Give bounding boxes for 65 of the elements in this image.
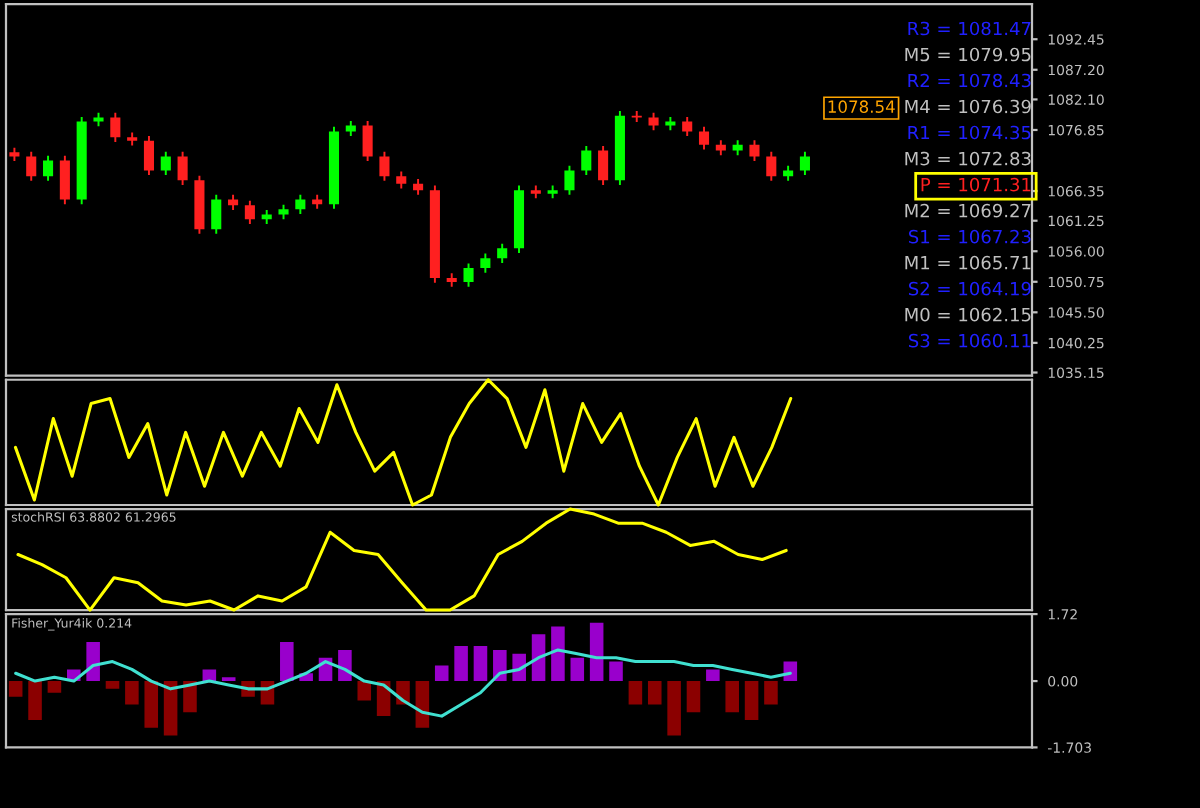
- candlestick: [160, 150, 171, 177]
- bar: [764, 681, 778, 705]
- candlestick: [480, 252, 491, 274]
- bar: [609, 661, 623, 682]
- candlestick: [463, 262, 474, 288]
- annotation: S2 = 1064.19: [908, 281, 1031, 296]
- candlestick: [799, 150, 810, 177]
- annotation: S3 = 1060.11: [908, 333, 1031, 348]
- candlestick: [379, 150, 390, 182]
- bar: [570, 657, 585, 682]
- bar: [47, 681, 62, 693]
- bar: [28, 681, 42, 721]
- candlestick: [143, 135, 155, 177]
- candlestick: [110, 111, 121, 143]
- annotation: M1 = 1065.71: [905, 255, 1031, 270]
- bar: [202, 669, 217, 682]
- candlestick: [59, 154, 70, 206]
- annotation: M0 = 1062.15: [905, 307, 1031, 322]
- bar: [706, 669, 720, 682]
- candlestick: [26, 150, 37, 182]
- annotation: M2 = 1069.27: [905, 203, 1031, 218]
- candlestick: [497, 242, 508, 264]
- bar: [551, 626, 565, 682]
- bar: [647, 681, 662, 705]
- annotation: S1 = 1067.23: [908, 229, 1031, 244]
- candlestick: [362, 119, 373, 163]
- bar: [589, 622, 604, 682]
- bar: [357, 681, 372, 701]
- annotation: M3 = 1072.83: [905, 151, 1031, 166]
- candlestick: [177, 150, 188, 186]
- bar: [8, 681, 23, 697]
- candlestick: [581, 144, 592, 177]
- candlestick: [766, 150, 777, 182]
- bar: [163, 681, 178, 736]
- annotation: P = 1071.31: [921, 177, 1031, 192]
- candlestick: [598, 144, 609, 186]
- candlestick: [211, 193, 222, 235]
- bar: [105, 681, 120, 689]
- bar: [473, 646, 488, 682]
- candlestick: [564, 164, 575, 196]
- annotation: R2 = 1078.43: [908, 73, 1031, 88]
- candlestick: [295, 193, 306, 215]
- bar: [667, 681, 681, 736]
- bar: [125, 681, 139, 705]
- bar: [144, 681, 159, 728]
- annotation: R1 = 1074.35: [908, 125, 1031, 140]
- candlestick: [749, 139, 760, 163]
- annotation: M5 = 1079.95: [905, 47, 1031, 62]
- bar: [86, 642, 100, 682]
- line-series: [14, 648, 792, 718]
- annotation: 1078.54: [828, 100, 895, 113]
- annotation: M4 = 1076.39: [905, 99, 1031, 114]
- bar: [434, 665, 449, 682]
- annotation: R3 = 1081.47: [908, 21, 1031, 36]
- bar: [415, 681, 430, 728]
- candlestick: [43, 154, 54, 182]
- bar: [725, 681, 739, 713]
- bar: [454, 646, 468, 682]
- bar: [628, 681, 643, 705]
- bar: [744, 681, 759, 721]
- candlestick: [682, 115, 693, 138]
- bar: [686, 681, 701, 713]
- candlestick: [698, 125, 710, 151]
- bar: [280, 642, 294, 682]
- candlestick: [244, 199, 255, 225]
